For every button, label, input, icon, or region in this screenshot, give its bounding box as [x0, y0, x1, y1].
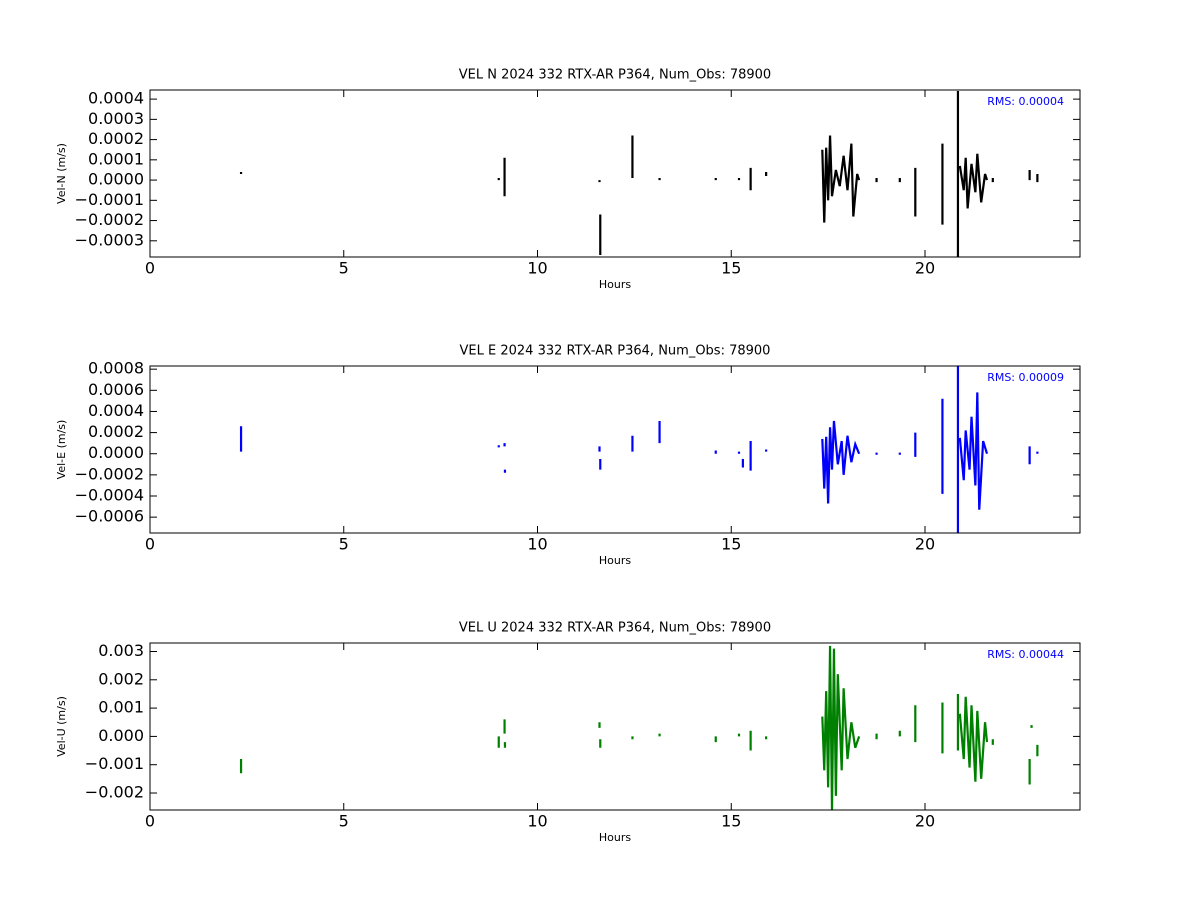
rms-annotation: RMS: 0.00004: [987, 95, 1064, 108]
y-axis-label: Vel-N (m/s): [55, 143, 68, 204]
y-tick-label: −0.0004: [75, 486, 144, 505]
y-tick-label: 0.0002: [88, 129, 144, 148]
plot-frame: [149, 365, 1081, 534]
x-tick-label: 10: [527, 812, 547, 831]
y-tick-label: −0.001: [85, 754, 144, 773]
x-axis-label: Hours: [599, 554, 631, 567]
x-tick-label: 10: [527, 259, 547, 278]
y-tick-label: 0.001: [98, 698, 144, 717]
y-tick-label: 0.0001: [88, 149, 144, 168]
y-axis-label: Vel-E (m/s): [55, 420, 68, 480]
y-axis-label: Vel-U (m/s): [55, 696, 68, 757]
y-tick-label: 0.0000: [88, 443, 144, 462]
plot-frame: [149, 89, 1081, 258]
x-tick-label: 0: [145, 535, 155, 554]
x-tick-label: 0: [145, 812, 155, 831]
y-tick-label: 0.0008: [88, 359, 144, 378]
x-axis-label: Hours: [599, 831, 631, 844]
x-tick-label: 15: [721, 535, 741, 554]
x-tick-label: 5: [339, 812, 349, 831]
y-tick-label: −0.002: [85, 783, 144, 802]
x-tick-label: 15: [721, 259, 741, 278]
y-tick-label: −0.0002: [75, 210, 144, 229]
y-tick-label: −0.0006: [75, 507, 144, 526]
x-tick-label: 5: [339, 259, 349, 278]
y-tick-label: −0.0003: [75, 230, 144, 249]
data-line: [239, 645, 1039, 811]
plot-frame: [149, 642, 1081, 811]
y-tick-label: 0.000: [98, 726, 144, 745]
x-tick-label: 20: [915, 535, 935, 554]
y-tick-label: 0.0003: [88, 109, 144, 128]
y-tick-label: 0.0004: [88, 401, 144, 420]
chart-title: VEL N 2024 332 RTX-AR P364, Num_Obs: 789…: [459, 68, 771, 83]
y-tick-label: 0.0002: [88, 422, 144, 441]
x-tick-label: 20: [915, 259, 935, 278]
x-tick-label: 5: [339, 535, 349, 554]
x-tick-label: 0: [145, 259, 155, 278]
data-line: [239, 91, 1039, 257]
y-tick-label: 0.002: [98, 669, 144, 688]
y-tick-label: −0.0002: [75, 464, 144, 483]
y-tick-label: 0.0004: [88, 89, 144, 108]
y-tick-label: −0.0001: [75, 190, 144, 209]
rms-annotation: RMS: 0.00044: [987, 648, 1064, 661]
chart-title: VEL U 2024 332 RTX-AR P364, Num_Obs: 789…: [459, 621, 771, 636]
data-line: [239, 366, 1039, 533]
y-tick-label: 0.0000: [88, 170, 144, 189]
rms-annotation: RMS: 0.00009: [987, 371, 1064, 384]
x-tick-label: 10: [527, 535, 547, 554]
chart-title: VEL E 2024 332 RTX-AR P364, Num_Obs: 789…: [460, 344, 771, 359]
x-tick-label: 15: [721, 812, 741, 831]
y-tick-label: 0.003: [98, 641, 144, 660]
x-axis-label: Hours: [599, 278, 631, 291]
x-tick-label: 20: [915, 812, 935, 831]
y-tick-label: 0.0006: [88, 380, 144, 399]
